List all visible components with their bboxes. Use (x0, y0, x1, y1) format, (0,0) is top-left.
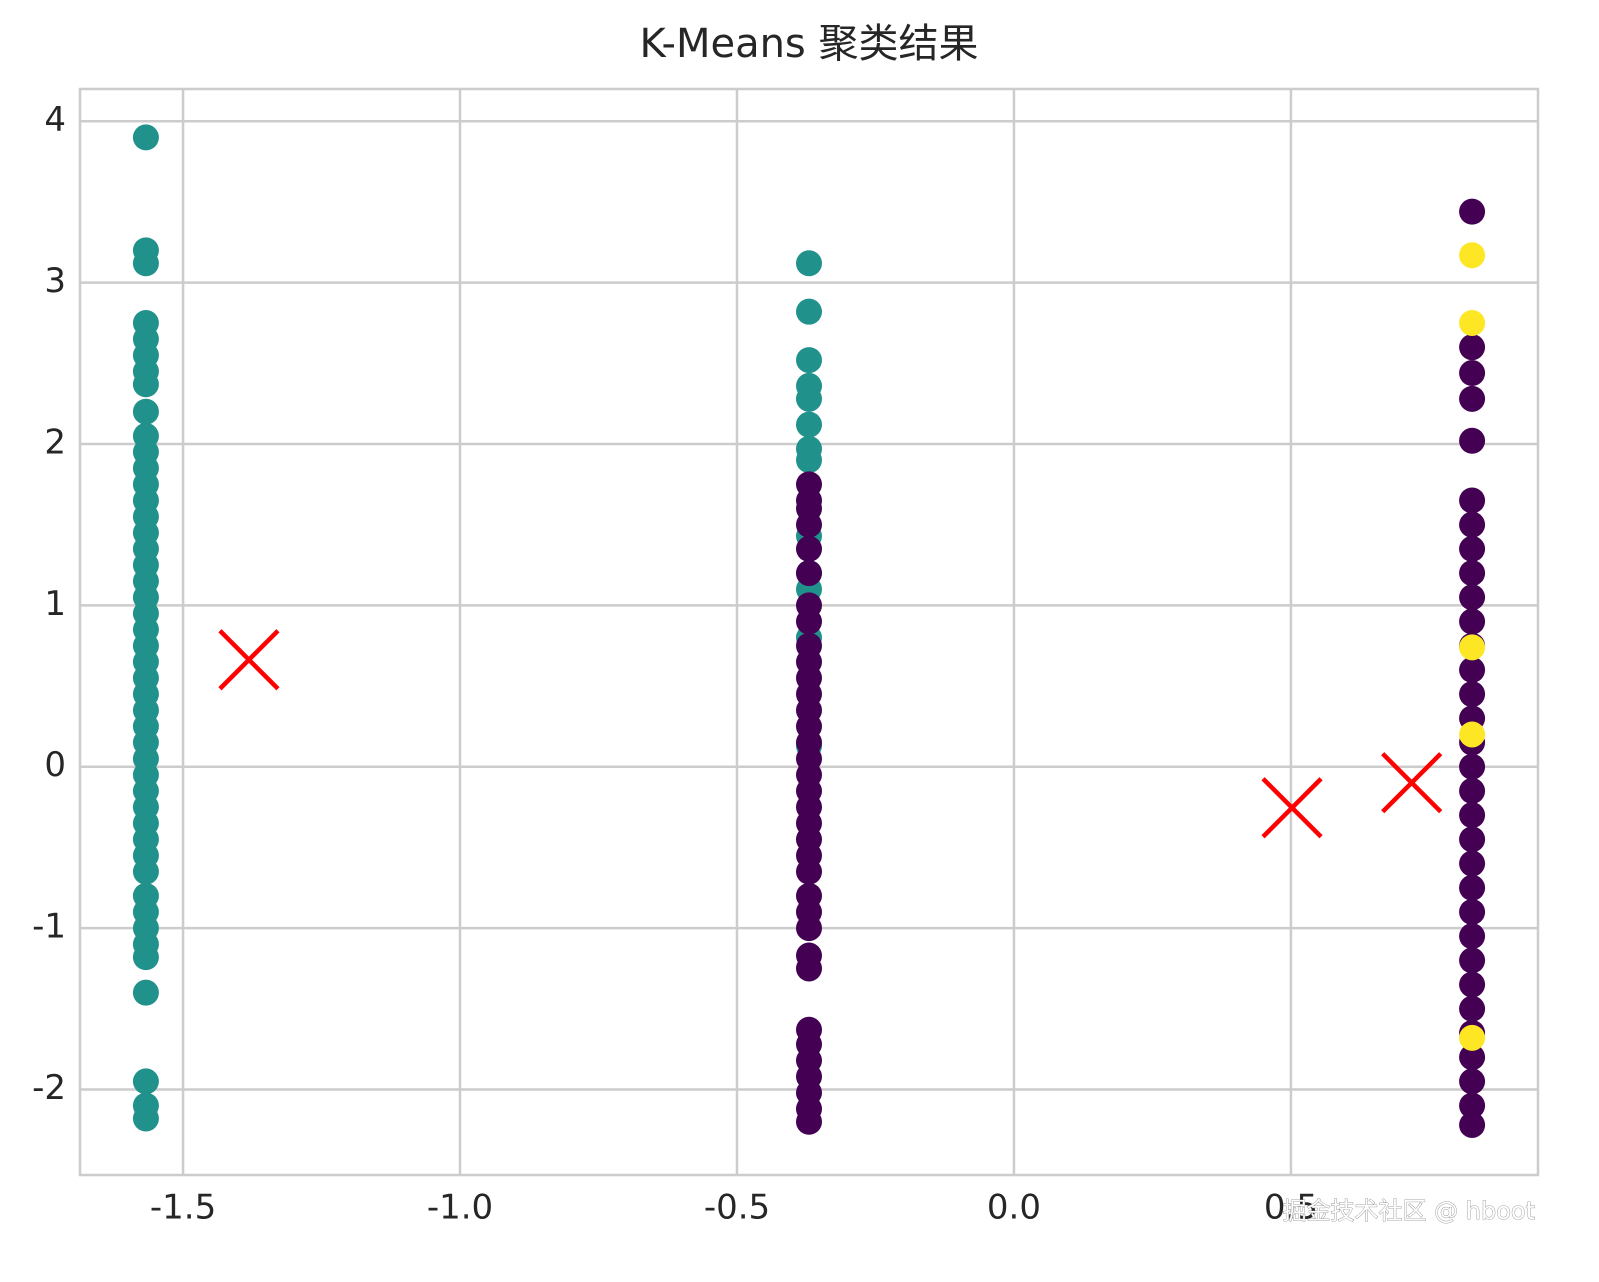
y-tick-label: 0 (44, 745, 66, 785)
scatter-point (1459, 487, 1486, 514)
scatter-point (796, 411, 822, 438)
x-tick-label: -0.5 (704, 1188, 770, 1228)
scatter-point (1459, 826, 1486, 853)
watermark: 掘金技术社区 @ hboot (1283, 1197, 1535, 1225)
centroid-marker (1381, 752, 1443, 814)
y-tick-label: -2 (32, 1068, 66, 1108)
scatter-point (132, 1105, 159, 1132)
scatter-point (1459, 634, 1486, 661)
scatter-point (1459, 608, 1486, 635)
scatter-point (132, 124, 159, 151)
scatter-point (1459, 242, 1486, 269)
y-tick-label: 4 (44, 100, 66, 140)
scatter-point (1459, 923, 1486, 950)
scatter-point (1459, 721, 1486, 748)
plot-frame (78, 87, 1540, 1177)
scatter-point (1459, 850, 1486, 877)
scatter-point (1459, 753, 1486, 780)
scatter-point (796, 250, 822, 277)
scatter-point (1459, 1111, 1486, 1138)
scatter-point (796, 535, 822, 562)
scatter-point (1459, 971, 1486, 998)
scatter-point (796, 347, 822, 374)
x-tick-label: 0.0 (987, 1188, 1041, 1228)
scatter-point (796, 1108, 822, 1135)
scatter-point (1459, 427, 1486, 454)
scatter-point (796, 385, 822, 412)
y-tick-label: 1 (44, 584, 66, 624)
scatter-point (132, 858, 159, 885)
y-tick-label: 2 (44, 423, 66, 463)
scatter-point (1459, 656, 1486, 683)
scatter-point (1459, 198, 1486, 225)
x-tick-label: 0.5 (1264, 1188, 1318, 1228)
scatter-point (1459, 1024, 1486, 1051)
scatter-point (796, 608, 822, 635)
scatter-point (1459, 995, 1486, 1022)
scatter-point (1459, 309, 1486, 336)
x-tick-label: -1.0 (427, 1188, 493, 1228)
scatter-point (796, 560, 822, 587)
scatter-point (1459, 898, 1486, 925)
centroid-marker (1261, 777, 1323, 839)
scatter-point (132, 1068, 159, 1095)
scatter-point (1459, 1092, 1486, 1119)
scatter-point (796, 955, 822, 982)
scatter-point (1459, 1044, 1486, 1071)
tick-labels: -1.5 -1.0 -0.5 0.0 0.5 -2 -1 0 1 2 3 4 (32, 100, 1318, 1228)
y-tick-label: -1 (32, 907, 66, 947)
scatter-point (1459, 1068, 1486, 1095)
scatter-point (796, 915, 822, 942)
scatter-point (796, 447, 822, 474)
scatter-point (796, 511, 822, 538)
scatter-point (1459, 535, 1486, 562)
centroid-marker (218, 629, 280, 691)
scatter-point (132, 371, 159, 398)
scatter-point (1459, 947, 1486, 974)
scatter-point (1459, 777, 1486, 804)
chart-title: K-Means 聚类结果 (639, 21, 978, 67)
scatter-point (796, 298, 822, 325)
y-tick-label: 3 (44, 261, 66, 301)
scatter-point (1459, 560, 1486, 587)
scatter-point (132, 250, 159, 277)
scatter-point (132, 398, 159, 425)
scatter-point (1459, 334, 1486, 361)
marks (132, 124, 1486, 1138)
scatter-point (1459, 360, 1486, 387)
scatter-point (1459, 681, 1486, 708)
x-tick-label: -1.5 (150, 1188, 216, 1228)
scatter-point (1459, 511, 1486, 538)
scatter-point (1459, 802, 1486, 829)
scatter-point (1459, 584, 1486, 611)
scatter-point (132, 979, 159, 1006)
scatter-point (796, 858, 822, 885)
scatter-point (132, 944, 159, 971)
scatter-point (1459, 385, 1486, 412)
scatter-point (1459, 874, 1486, 901)
